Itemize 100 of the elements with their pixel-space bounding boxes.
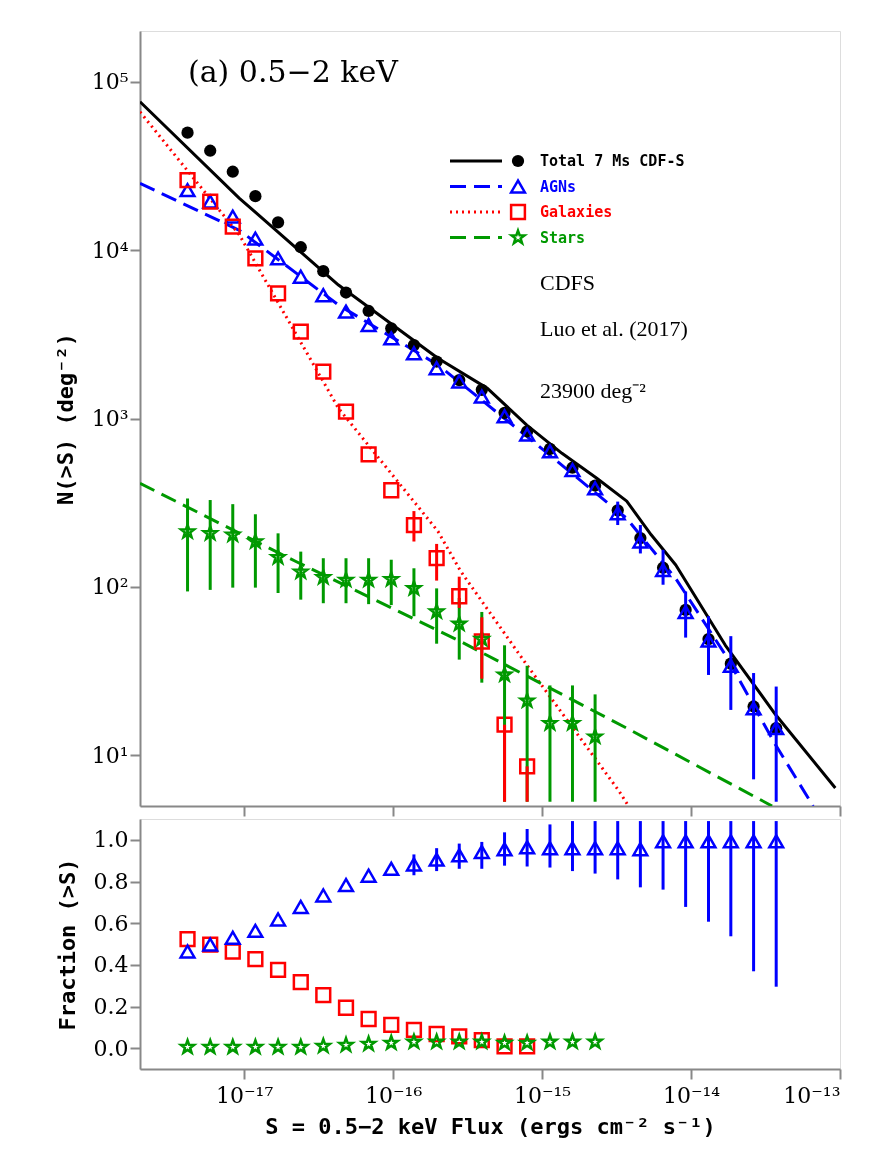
point [313,569,334,586]
point [360,446,377,463]
annotation: 23900 deg⁻² [540,378,647,403]
annotation: (a) 0.5−2 keV [188,54,400,89]
point [451,848,468,863]
point [222,526,243,544]
y-axis-title: Fraction (>S) [54,858,80,1031]
point [722,834,739,849]
point [292,269,309,284]
point [222,1036,243,1056]
point [247,923,264,939]
legend-label: Stars [540,228,586,247]
point [381,571,402,588]
legend-label: Galaxies [540,203,613,221]
annotation: CDFS [540,270,596,295]
point [564,840,581,856]
point [496,716,513,733]
y-tick-label: 0.2 [93,994,129,1019]
point [337,403,355,420]
point [700,834,717,849]
point [200,1036,221,1056]
point [473,844,490,860]
point [177,1036,198,1056]
point [654,834,672,849]
y-tick-label: 0.0 [93,1035,129,1061]
point [632,534,649,549]
point [179,944,196,959]
point [405,1021,423,1038]
point [226,165,239,178]
point [337,877,355,893]
point [768,834,785,849]
point [247,231,264,246]
point [541,840,559,856]
x-axis-title: S = 0.5−2 keV Flux (ergs cm⁻² s⁻¹) [265,1113,716,1139]
point [540,1031,560,1051]
point [632,841,649,857]
point [405,516,423,534]
x-tick-label: 10⁻¹⁶ [364,1082,423,1108]
point [313,1035,334,1055]
point [339,286,353,299]
point [519,758,536,775]
point [360,1010,377,1028]
point [358,1033,379,1053]
point [317,265,330,278]
y-tick-label: 0.4 [93,952,129,978]
point [247,250,264,267]
point [449,1031,470,1051]
point [337,304,355,319]
point [292,323,309,340]
point [245,1036,266,1056]
point [586,481,604,496]
y-tick-label: 10² [91,574,129,600]
point [383,482,400,499]
point [362,304,375,318]
point [336,1034,356,1054]
point [224,930,241,945]
point [181,126,194,139]
x-tick-label: 10⁻¹³ [783,1082,841,1108]
point [294,241,307,254]
x-tick-label: 10⁻¹⁷ [216,1082,274,1108]
point [428,852,445,867]
y-axis-title: N(>S) (deg⁻²) [52,332,78,506]
y-tick-label: 10⁵ [91,69,129,95]
point [383,331,400,346]
point [290,563,311,581]
point [654,562,672,578]
point [541,444,559,459]
point [496,409,513,424]
point [586,840,604,856]
point [428,360,445,376]
point [315,363,332,380]
point [249,190,262,203]
point [269,912,287,927]
point [290,1036,311,1056]
point [745,834,762,849]
legend-label: Total 7 Ms CDF-S [540,152,685,170]
y-tick-label: 10¹ [91,742,129,768]
point [360,317,377,333]
point [269,251,287,266]
point [245,533,266,551]
point [381,1032,402,1052]
point [404,1031,424,1051]
point [609,840,626,856]
point [315,986,332,1004]
annotation: Luo et al. (2017) [540,316,688,341]
point [337,999,355,1016]
point [519,427,536,442]
y-tick-label: 1.0 [93,827,129,853]
x-tick-label: 10⁻¹⁴ [662,1082,721,1108]
point [722,658,739,674]
point [426,603,447,621]
point [562,1031,583,1051]
point [224,218,241,235]
point [428,550,445,567]
point [405,346,423,361]
point [268,1036,288,1056]
legend-label: AGNs [540,177,577,196]
point [473,389,490,404]
point [496,841,513,857]
point [179,172,196,189]
